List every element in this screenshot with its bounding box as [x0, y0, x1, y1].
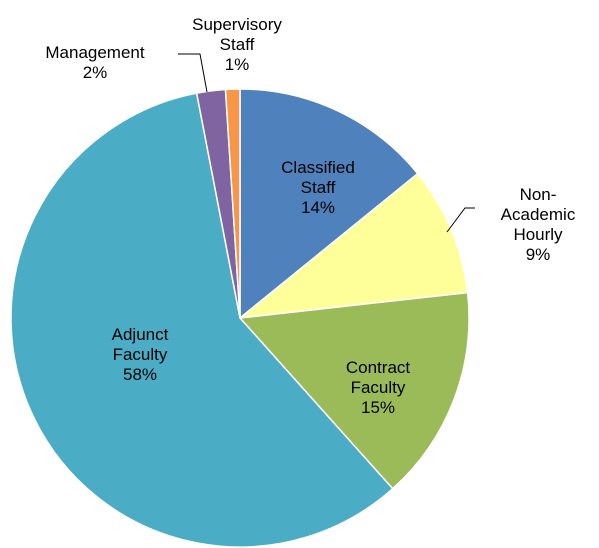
slice-label: Contract Faculty 15% [328, 358, 428, 418]
category-label: Classified Staff [281, 158, 355, 197]
leader-line [178, 53, 208, 93]
slice-label: Non-Academic Hourly 9% [495, 185, 581, 265]
pie-slice [239, 88, 419, 320]
leader-line [446, 207, 475, 233]
category-label: Supervisory Staff [192, 15, 282, 54]
category-label: Management [45, 43, 145, 62]
pie-slice [238, 291, 470, 490]
value-label: 9% [525, 245, 551, 264]
category-label: Non-Academic Hourly [500, 185, 576, 244]
value-label: 2% [82, 63, 108, 82]
slice-label: Classified Staff 14% [268, 158, 368, 218]
category-label: Contract Faculty [345, 358, 411, 397]
slice-label: Supervisory Staff 1% [182, 15, 292, 75]
pie-slice [10, 92, 394, 548]
slice-label: Management 2% [30, 43, 160, 83]
value-label: 15% [360, 398, 396, 417]
slice-label: Adjunct Faculty 58% [90, 325, 190, 385]
value-label: 58% [122, 365, 158, 384]
category-label: Adjunct Faculty [111, 325, 169, 364]
pie-slice [237, 172, 469, 320]
pie-slice [224, 88, 241, 319]
leader-lines [178, 53, 475, 233]
value-label: 1% [224, 55, 250, 74]
value-label: 14% [300, 198, 336, 217]
